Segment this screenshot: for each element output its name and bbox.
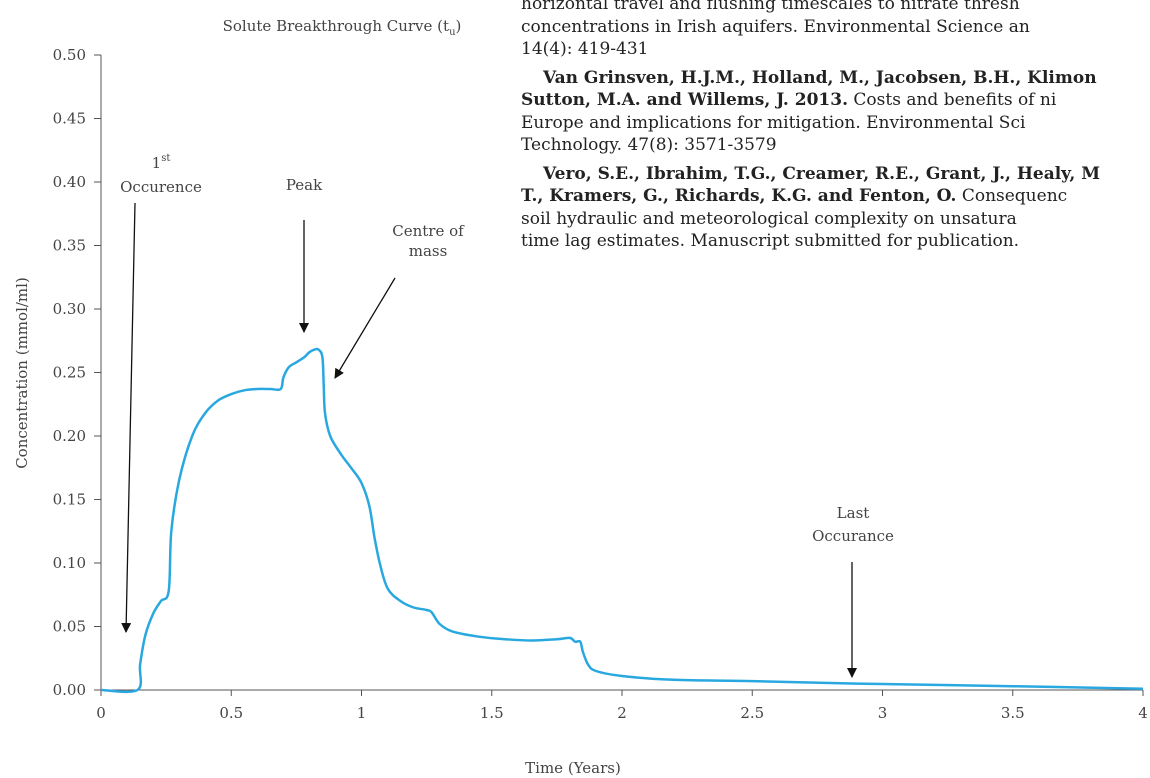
y-axis-label: Concentration (mmol/ml): [13, 277, 31, 469]
x-tick-label: 2: [617, 704, 627, 722]
axes: [94, 54, 1144, 696]
annotation-label: Last: [837, 504, 870, 522]
y-tick-label: 0.20: [53, 427, 86, 445]
reference-line: Europe and implications for mitigation. …: [521, 112, 1150, 135]
annotation-label: Peak: [286, 176, 323, 194]
x-tick-label: 1: [357, 704, 367, 722]
annotation-label: Occurence: [120, 178, 202, 196]
y-tick-label: 0.10: [53, 554, 86, 572]
reference-authors: Van Grinsven, H.J.M., Holland, M., Jacob…: [543, 67, 1097, 88]
x-tick-label: 3.5: [1001, 704, 1025, 722]
reference-authors: T., Kramers, G., Richards, K.G. and Fent…: [521, 186, 957, 206]
reference-text: Technology. 47(8): 3571-3579: [521, 135, 777, 155]
reference-authors: Sutton, M.A. and Willems, J. 2013.: [521, 90, 848, 110]
x-tick-label: 4: [1138, 704, 1148, 722]
reference-line: soil hydraulic and meteorological comple…: [521, 208, 1150, 231]
breakthrough-curve: [100, 347, 1144, 694]
x-tick-label: 0.5: [219, 704, 243, 722]
x-tick-label: 3: [878, 704, 888, 722]
annotation-peak: Peak: [286, 176, 323, 333]
x-tick-label: 1.5: [480, 704, 504, 722]
y-tick-label: 0.35: [53, 237, 86, 255]
annotation-label: mass: [409, 242, 448, 260]
reference-authors: Vero, S.E., Ibrahim, T.G., Creamer, R.E.…: [543, 163, 1101, 184]
y-tick-label: 0.25: [53, 364, 86, 382]
annotation-last: Last Occurance: [812, 504, 894, 678]
reference-text: soil hydraulic and meteorological comple…: [521, 208, 1017, 229]
y-tick-label: 0.15: [53, 491, 86, 509]
tick-labels: 0.00 0.05 0.10 0.15 0.20 0.25 0.30 0.35 0.40 0.45…: [53, 46, 1148, 722]
reference-line: Sutton, M.A. and Willems, J. 2013. Costs…: [521, 89, 1150, 112]
annotation-first: 1st Occurence: [120, 153, 202, 633]
y-tick-label: 0.50: [53, 46, 86, 64]
x-axis-label: Time (Years): [525, 759, 621, 777]
annotation-label: Occurance: [812, 527, 894, 545]
annotation-label: Centre of: [392, 222, 465, 240]
reference-line: Technology. 47(8): 3571-3579: [521, 134, 1150, 157]
reference-text: 14(4): 419-431: [521, 39, 649, 59]
reference-text: Costs and benefits of ni: [848, 90, 1057, 110]
annotations: 1st Occurence Peak Centre of mass Last Occuran…: [120, 153, 894, 678]
references-text: horizontal travel and flushing timescale…: [521, 0, 1150, 360]
y-tick-label: 0.45: [53, 110, 86, 128]
reference-line: Van Grinsven, H.J.M., Holland, M., Jacob…: [521, 67, 1150, 90]
reference-line: horizontal travel and flushing timescale…: [521, 0, 1150, 16]
reference-line: concentrations in Irish aquifers. Enviro…: [521, 16, 1150, 39]
y-tick-label: 0.30: [53, 300, 86, 318]
reference-line: 14(4): 419-431: [521, 38, 1150, 61]
y-tick-label: 0.00: [53, 681, 86, 699]
reference-text: time lag estimates. Manuscript submitted…: [521, 231, 1020, 251]
reference-line: Vero, S.E., Ibrahim, T.G., Creamer, R.E.…: [521, 163, 1150, 186]
reference-text: Consequenc: [956, 186, 1068, 206]
x-tick-label: 2.5: [740, 704, 764, 722]
annotation-label: 1st: [152, 153, 171, 172]
reference-line: T., Kramers, G., Richards, K.G. and Fent…: [521, 185, 1150, 208]
y-tick-label: 0.05: [53, 618, 86, 636]
reference-text: concentrations in Irish aquifers. Enviro…: [521, 16, 1030, 37]
reference-text: Europe and implications for mitigation. …: [521, 112, 1026, 133]
annotation-arrow: [121, 202, 136, 633]
annotation-centre: Centre of mass: [334, 222, 465, 379]
reference-text: horizontal travel and flushing timescale…: [521, 0, 1020, 14]
chart-title: Solute Breakthrough Curve (tu): [223, 17, 462, 38]
y-tick-label: 0.40: [53, 173, 86, 191]
reference-line: time lag estimates. Manuscript submitted…: [521, 230, 1150, 253]
x-tick-label: 0: [96, 704, 106, 722]
annotation-arrow: [334, 277, 396, 379]
